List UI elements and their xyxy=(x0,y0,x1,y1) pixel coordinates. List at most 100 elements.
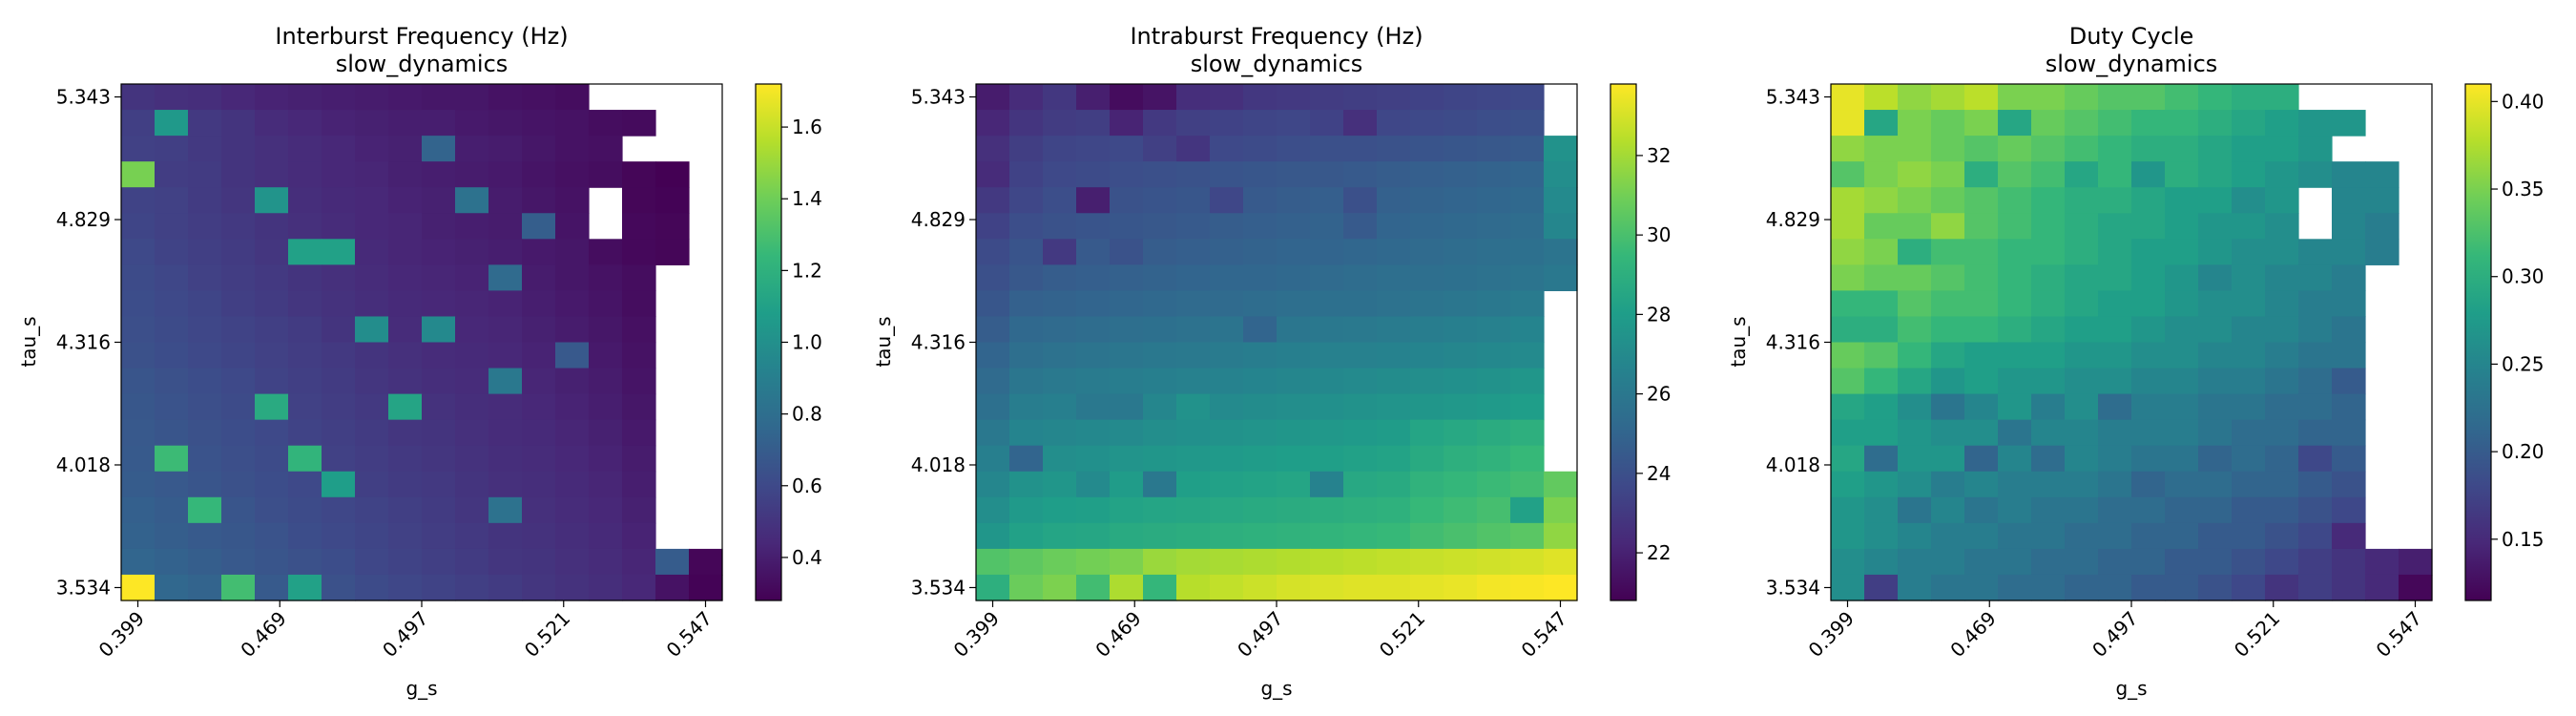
heatmap-cell xyxy=(1477,445,1511,473)
heatmap-cell xyxy=(2065,393,2099,421)
heatmap-cell xyxy=(422,419,456,447)
heatmap-cell xyxy=(1110,110,1144,137)
heatmap-cell xyxy=(1343,342,1378,369)
heatmap-cell xyxy=(1176,342,1211,369)
heatmap-cell xyxy=(2332,161,2366,188)
heatmap-cell xyxy=(1998,445,2032,473)
heatmap-cell xyxy=(1864,445,1899,473)
heatmap-cell xyxy=(1831,316,1865,344)
heatmap-cell xyxy=(2165,471,2199,498)
heatmap-cell xyxy=(455,393,489,421)
heatmap-cell xyxy=(1510,290,1545,318)
heatmap-cell xyxy=(188,393,222,421)
heatmap-cell xyxy=(1931,574,1965,601)
heatmap-cell xyxy=(1931,136,1965,162)
heatmap-cell xyxy=(121,290,156,318)
heatmap-cell xyxy=(121,445,156,473)
heatmap-cell xyxy=(2332,368,2366,395)
heatmap-cell xyxy=(555,522,590,550)
y-tick-label: 5.343 xyxy=(911,86,966,109)
heatmap-cell xyxy=(555,316,590,344)
heatmap-cell xyxy=(1831,548,1865,576)
heatmap-cell xyxy=(1076,496,1111,524)
y-tick-label: 4.316 xyxy=(56,331,111,354)
heatmap-cell xyxy=(1831,419,1865,447)
heatmap-cell xyxy=(1964,548,1999,576)
heatmap-cell xyxy=(1964,496,1999,524)
heatmap-cell xyxy=(1510,264,1545,291)
heatmap-cell xyxy=(1243,574,1278,601)
heatmap-cell xyxy=(1477,342,1511,369)
heatmap-cell xyxy=(1864,290,1899,318)
heatmap-cell xyxy=(1110,445,1144,473)
heatmap-cell xyxy=(1410,368,1444,395)
heatmap-cell xyxy=(1410,574,1444,601)
heatmap-cell xyxy=(388,161,423,188)
heatmap-cell xyxy=(1931,342,1965,369)
heatmap-cell xyxy=(2265,522,2299,550)
heatmap-cell xyxy=(1076,368,1111,395)
heatmap-cell xyxy=(155,316,189,344)
heatmap-cell xyxy=(1009,445,1044,473)
heatmap-cell xyxy=(2265,368,2299,395)
heatmap-cell xyxy=(1076,84,1111,111)
heatmap-cell xyxy=(1964,264,1999,291)
heatmap-cell xyxy=(2098,136,2132,162)
heatmap-cell xyxy=(1143,419,1177,447)
heatmap-cell xyxy=(1831,574,1865,601)
heatmap-cell xyxy=(355,393,389,421)
heatmap-cell xyxy=(1210,290,1244,318)
heatmap-cell xyxy=(1043,548,1077,576)
heatmap-cell xyxy=(1831,496,1865,524)
heatmap-cell xyxy=(2065,445,2099,473)
heatmap-cells xyxy=(976,84,1578,601)
heatmap-cell xyxy=(188,213,222,240)
x-tick-label: 0.521 xyxy=(520,607,574,662)
heatmap-cell xyxy=(2332,574,2366,601)
heatmap-cell xyxy=(322,574,356,601)
heatmap-cell xyxy=(555,290,590,318)
heatmap-cell xyxy=(2198,393,2233,421)
heatmap-cell xyxy=(288,84,322,111)
heatmap-cell xyxy=(2065,368,2099,395)
heatmap-cell xyxy=(2165,213,2199,240)
heatmap-cell xyxy=(255,316,289,344)
x-tick-label: 0.521 xyxy=(1375,607,1429,662)
heatmap-cell xyxy=(2198,161,2233,188)
heatmap-cell xyxy=(2031,316,2066,344)
heatmap-cell xyxy=(1210,264,1244,291)
colorbar: 0.15 0.20 0.25 0.30 0.35 0.40 xyxy=(2464,83,2545,601)
heatmap-cell xyxy=(555,548,590,576)
heatmap-cell xyxy=(1864,368,1899,395)
heatmap-cell xyxy=(1076,574,1111,601)
heatmap-cell xyxy=(2031,445,2066,473)
heatmap-cell xyxy=(2165,419,2199,447)
heatmap-cell xyxy=(1510,213,1545,240)
heatmap-cell xyxy=(455,574,489,601)
heatmap-cell xyxy=(655,239,690,265)
heatmap-cell xyxy=(488,239,523,265)
colorbar-tick-label: 28 xyxy=(1647,303,1671,326)
heatmap-cell xyxy=(2298,419,2333,447)
heatmap-cell xyxy=(2198,136,2233,162)
heatmap-cell xyxy=(1377,548,1411,576)
heatmap-cell xyxy=(455,161,489,188)
heatmap-cell xyxy=(1110,419,1144,447)
heatmap-cell xyxy=(2065,110,2099,137)
heatmap-cell xyxy=(188,522,222,550)
heatmap-cell xyxy=(422,264,456,291)
heatmap-cells xyxy=(1831,84,2433,601)
heatmap-cell xyxy=(1110,84,1144,111)
heatmap-cell xyxy=(2098,187,2132,214)
heatmap-cell xyxy=(1831,213,1865,240)
heatmap-cell xyxy=(2065,522,2099,550)
heatmap-cell xyxy=(2131,316,2166,344)
heatmap-cell xyxy=(2165,110,2199,137)
y-tick-labels: 5.343 4.829 4.316 4.018 3.534 xyxy=(1766,86,1831,599)
heatmap-cell xyxy=(522,419,556,447)
heatmap-cell xyxy=(1009,213,1044,240)
heatmap-cell xyxy=(1444,136,1478,162)
heatmap-cell xyxy=(2265,264,2299,291)
heatmap-cell xyxy=(1477,522,1511,550)
heatmap-cell xyxy=(422,548,456,576)
